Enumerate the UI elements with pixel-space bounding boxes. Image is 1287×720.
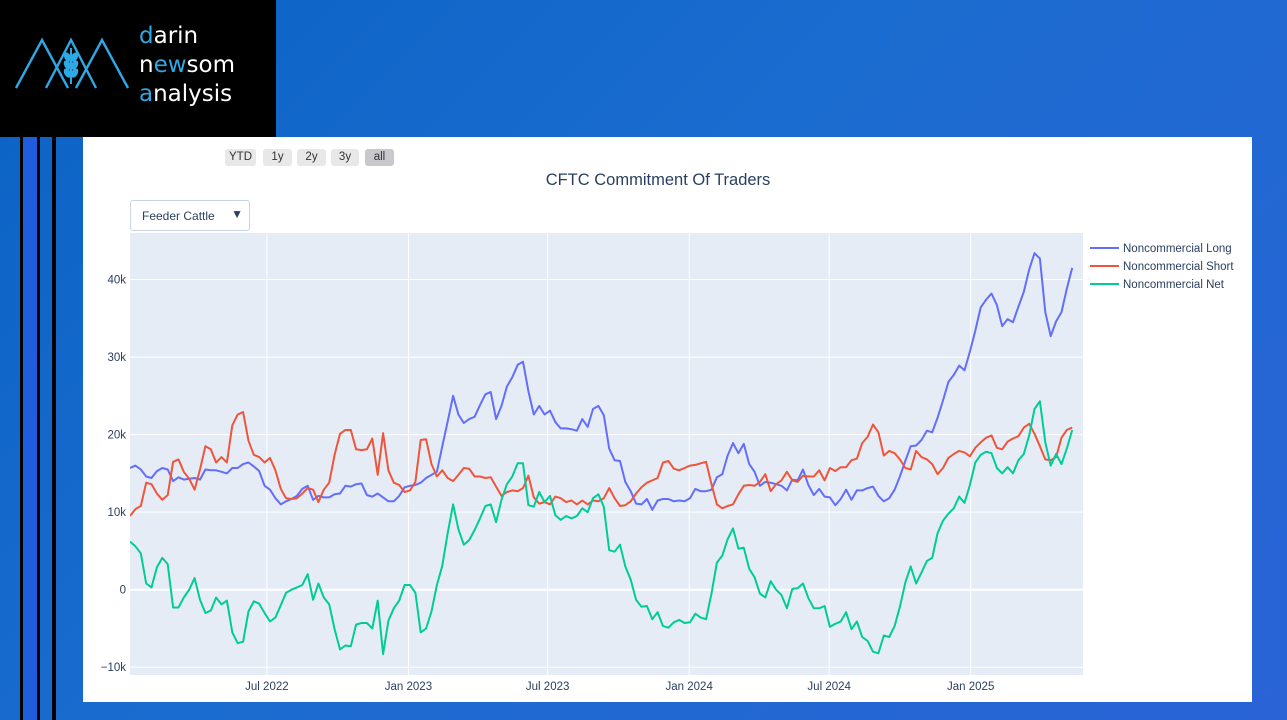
- y-tick-label: 20k: [107, 430, 126, 442]
- x-tick-label: Jul 2023: [526, 681, 569, 693]
- logo-line-1: darin: [139, 23, 199, 49]
- commodity-dropdown[interactable]: Feeder Cattle ▼: [130, 200, 250, 231]
- x-tick-label: Jul 2022: [245, 681, 288, 693]
- y-tick-label: −10k: [101, 662, 127, 674]
- x-tick-label: Jul 2024: [807, 681, 851, 693]
- left-stripe: [52, 137, 56, 720]
- y-tick-label: 10k: [107, 507, 126, 519]
- chart-panel: YTD 1y 2y 3y all CFTC Commitment Of Trad…: [83, 137, 1252, 702]
- series-line-3: [130, 400, 1074, 656]
- y-tick-label: 0: [120, 585, 126, 597]
- logo-line-3: analysis: [139, 81, 233, 107]
- range-button-1y[interactable]: 1y: [263, 149, 292, 166]
- legend-entry: Noncommercial Net: [1123, 279, 1225, 291]
- legend-entry: Noncommercial Long: [1123, 243, 1232, 255]
- logo: darin newsom analysis: [0, 0, 276, 137]
- left-stripe: [37, 137, 40, 720]
- mountain-wheat-icon: [14, 37, 130, 89]
- commodity-dropdown-value: Feeder Cattle: [142, 209, 215, 223]
- range-button-all[interactable]: all: [365, 149, 394, 166]
- logo-line-2: newsom: [139, 52, 236, 78]
- chart-title: CFTC Commitment Of Traders: [545, 171, 771, 189]
- legend-entry: Noncommercial Short: [1123, 261, 1234, 273]
- series-line-1: [130, 252, 1074, 511]
- range-button-ytd[interactable]: YTD: [225, 149, 256, 166]
- range-button-3y[interactable]: 3y: [331, 149, 359, 166]
- x-tick-label: Jan 2023: [385, 681, 432, 693]
- chart-svg: Jul 2022 Jan 2023 Jul 2023 Jan 2024 Jul 2024…: [101, 233, 1234, 693]
- left-stripe-blue: [23, 137, 37, 720]
- left-stripe: [20, 137, 23, 720]
- x-tick-label: Jan 2025: [947, 681, 994, 693]
- triangle-down-icon: ▼: [231, 207, 243, 221]
- logo-text: darin newsom analysis: [139, 22, 235, 109]
- y-tick-label: 30k: [107, 352, 126, 364]
- x-tick-label: Jan 2024: [666, 681, 714, 693]
- y-tick-label: 40k: [107, 275, 126, 287]
- plot-area: [130, 233, 1083, 675]
- range-button-2y[interactable]: 2y: [297, 149, 326, 166]
